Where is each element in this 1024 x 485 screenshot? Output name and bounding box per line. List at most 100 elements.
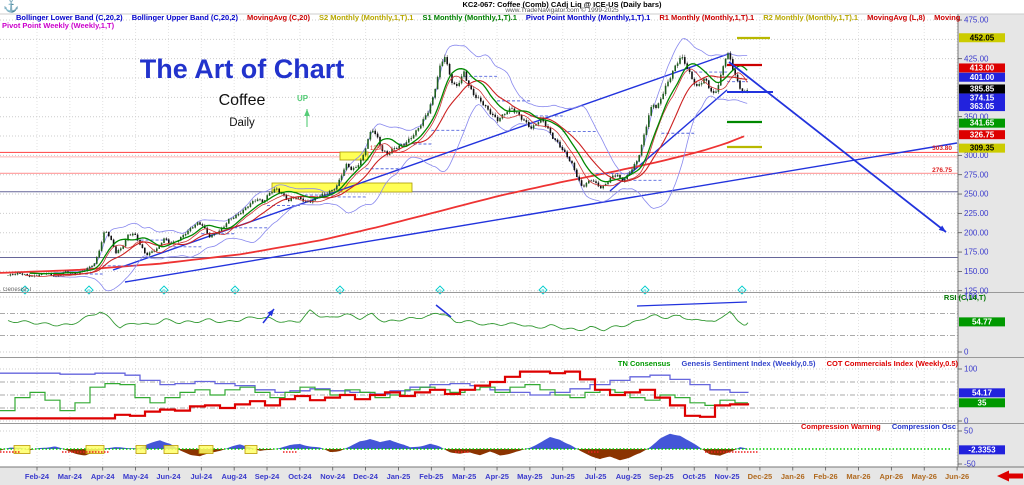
date-tick-label: Apr-24 — [91, 472, 116, 481]
candle-body — [144, 247, 146, 254]
candle-body — [158, 245, 160, 249]
candle-body — [566, 151, 568, 158]
compression-warning-box — [85, 445, 105, 454]
axis-badge-value: 341.65 — [970, 119, 995, 128]
trendline — [124, 142, 958, 283]
candle-body — [201, 224, 204, 226]
date-axis[interactable] — [0, 467, 1024, 485]
axis-badge — [959, 84, 1005, 94]
candle-body — [386, 151, 388, 155]
candle-body — [506, 111, 508, 115]
candle-body — [345, 163, 348, 170]
candle-body — [340, 175, 343, 181]
legend-item[interactable]: MovingAvg (C,20) — [246, 13, 311, 22]
candle-body — [187, 230, 189, 235]
price-axis[interactable] — [958, 14, 1024, 467]
sentiment-tick-label: 0 — [964, 417, 969, 426]
price-tick-label: 125.00 — [964, 286, 989, 295]
candle-body — [408, 138, 410, 143]
candle-body — [165, 238, 168, 240]
candle-body — [650, 106, 652, 116]
candle-body — [336, 185, 338, 190]
axis-badge — [959, 317, 1005, 327]
legend-item[interactable]: Bollinger Upper Band (C,20,2) — [131, 13, 238, 22]
support-level-label-276: 276.75 — [932, 166, 952, 174]
candle-body — [496, 116, 499, 122]
candle-body — [79, 271, 81, 275]
legend-item[interactable]: R1 Monthly (Monthly,1,T).1 — [659, 13, 755, 22]
compression-osc-positive — [0, 433, 748, 449]
candle-body — [355, 167, 357, 169]
candle-body — [681, 57, 684, 59]
candle-body — [578, 176, 580, 181]
candle-body — [384, 150, 386, 152]
rsi-line — [7, 309, 749, 332]
candle-body — [475, 94, 477, 98]
legend-item[interactable]: S2 Monthly (Monthly,1,T).1 — [319, 13, 414, 22]
candle-body — [163, 238, 165, 244]
rollover-diamond-r: R — [23, 288, 27, 293]
candle-body — [266, 195, 268, 201]
candle-body — [429, 104, 432, 114]
candle-body — [211, 234, 213, 238]
rsi-tick-label: 100 — [964, 293, 978, 302]
candle-body — [228, 218, 230, 224]
candle-body — [208, 232, 211, 238]
candle-body — [705, 78, 708, 81]
candle-body — [64, 271, 67, 274]
candle-body — [290, 197, 292, 202]
candle-body — [588, 180, 590, 184]
candle-body — [667, 81, 669, 87]
candle-body — [520, 114, 523, 120]
candle-body — [300, 197, 302, 199]
candle-body — [364, 148, 367, 156]
indicator-legend-row1: Bollinger Lower Band (C,20,2) Bollinger U… — [16, 13, 960, 22]
candle-body — [487, 105, 489, 110]
timeframe-label: Daily — [229, 117, 255, 129]
axis-badge-value: 401.00 — [970, 73, 995, 82]
compression-panel-labels: Compression Warning Compression Osc — [700, 422, 956, 431]
date-tick-label: Feb-24 — [25, 472, 50, 481]
candle-body — [374, 130, 376, 134]
compression-warning-label: Compression Warning — [800, 422, 881, 431]
candle-body — [410, 138, 412, 140]
candle-body — [146, 252, 148, 256]
date-tick-label: Apr-25 — [485, 472, 509, 481]
price-tick-label: 150.00 — [964, 267, 989, 276]
candle-body — [220, 228, 223, 232]
candle-body — [628, 172, 631, 176]
axis-badge — [959, 33, 1005, 43]
candle-body — [528, 121, 530, 127]
legend-item[interactable]: Bollinger Lower Band (C,20,2) — [16, 13, 123, 22]
legend-item[interactable]: S1 Monthly (Monthly,1,T).1 — [422, 13, 517, 22]
candle-body — [328, 190, 331, 195]
candle-body — [580, 180, 583, 186]
chart-title: KC2-067: Coffee (Comb) CAdj Liq @ ICE-US… — [462, 0, 662, 9]
up-annotation-label: UP — [297, 94, 309, 103]
candle-body — [326, 193, 328, 195]
candle-body — [741, 88, 744, 92]
candle-body — [463, 71, 465, 77]
candle-body — [446, 57, 448, 65]
candle-body — [511, 108, 513, 109]
candle-body — [343, 169, 345, 176]
art-of-chart-title: The Art of Chart — [139, 54, 345, 84]
legend-item[interactable]: MovingAvg (L,8) — [867, 13, 926, 22]
legend-item[interactable]: R2 Monthly (Monthly,1,T).1 — [763, 13, 859, 22]
candle-body — [168, 239, 170, 243]
axis-badge-value: 385.85 — [970, 85, 995, 94]
genesis-sentiment-line — [0, 372, 749, 396]
candle-body — [412, 135, 415, 139]
legend-item[interactable]: Pivot Point Monthly (Monthly,1,T).1 — [525, 13, 651, 22]
rollover-diamond-r: R — [740, 288, 744, 293]
rollover-diamond-icon — [20, 285, 30, 295]
candle-body — [544, 121, 547, 127]
projection-arrow-head — [938, 225, 946, 232]
legend-item[interactable]: Pivot Point Weekly (Weekly,1,T) — [2, 21, 115, 30]
candle-body — [460, 76, 463, 84]
rollover-diamond-icon — [538, 285, 548, 295]
candle-body — [739, 80, 741, 89]
legend-item[interactable]: MovingAvgX (C,200,F) — [934, 13, 960, 22]
candle-body — [160, 242, 163, 246]
